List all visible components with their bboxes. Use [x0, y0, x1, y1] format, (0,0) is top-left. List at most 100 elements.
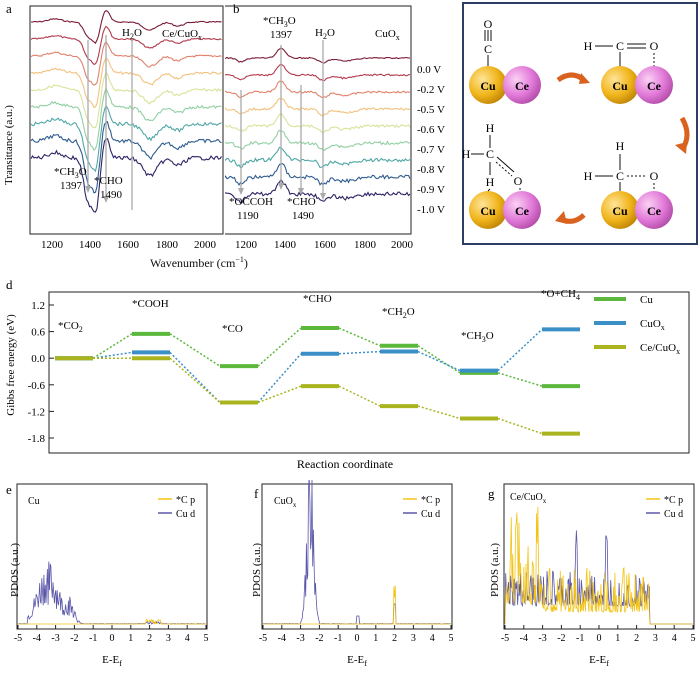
panel-g-xticks: -5 -4 -3 -2 -1 0 1 2 3 4 5	[501, 625, 696, 644]
panel-a: a Ce/CuOx Transittance (a.u.) *CH3O 1397…	[3, 1, 224, 251]
tick-label: -4	[33, 633, 41, 644]
energy-connector	[338, 350, 381, 355]
tick-label: 1	[373, 633, 378, 644]
tick-label: -5	[14, 633, 22, 644]
adsorbate-config-4: Cu Ce H C H H O	[462, 121, 541, 229]
spectrum-line	[30, 40, 222, 86]
tick-label: 1400	[79, 239, 102, 251]
tick-label: 4	[430, 633, 435, 644]
spectrum-line	[30, 25, 222, 66]
panel-a-ann-h2o: H2O	[122, 27, 142, 41]
panel-b-ann-1190: 1190	[237, 210, 259, 222]
gibbs-label-cooh: *COOH	[132, 298, 169, 310]
legend-entry: Cu	[640, 294, 653, 306]
svg-text:C: C	[486, 147, 494, 161]
svg-text:H: H	[584, 39, 593, 53]
legend-entry: Cu d	[421, 509, 440, 520]
panel-a-title: Ce/CuOx	[162, 28, 202, 42]
spectrum-line	[225, 112, 411, 133]
spectrum-line	[225, 163, 411, 186]
tick-label: -4	[278, 633, 286, 644]
tick-label: 0	[110, 633, 115, 644]
svg-text:Cu: Cu	[612, 79, 628, 93]
svg-text:H: H	[584, 169, 593, 183]
tick-label: 5	[204, 633, 209, 644]
potential-label: -0.7 V	[417, 144, 445, 156]
panel-a-ann-ch3o: *CH3O	[54, 166, 87, 180]
gibbs-label-co2: *CO2	[58, 320, 83, 334]
energy-connector	[257, 327, 302, 367]
spectrum-line	[30, 57, 222, 109]
tick-label: 2	[147, 633, 152, 644]
svg-text:Cu: Cu	[480, 204, 496, 218]
panel-b-ann-1490: 1490	[292, 210, 315, 222]
legend-entry: Ce/CuOx	[640, 342, 680, 356]
tick-label: -1	[576, 633, 584, 644]
tick-label: 4	[672, 633, 677, 644]
panel-b-title: CuOx	[375, 28, 400, 42]
spectrum-line	[30, 9, 222, 44]
spectrum-line	[225, 146, 411, 169]
gibbs-legend: Cu CuOx Ce/CuOx	[594, 294, 680, 356]
tick-label: 1600	[117, 239, 140, 251]
svg-text:Cu: Cu	[480, 79, 496, 93]
tick-label: 3	[411, 633, 416, 644]
spectrum-line	[30, 104, 222, 173]
panel-d-xlabel: Reaction coordinate	[297, 457, 393, 471]
spectrum-line	[225, 178, 411, 204]
tick-label: -2	[70, 633, 78, 644]
spectrum-line	[225, 63, 411, 82]
panel-d: d Gibbs free energy (eV) 1.2 0.6 0.0 -0.6 -1…	[5, 277, 690, 471]
tick-label: 1200	[235, 239, 258, 251]
legend-entry: CuOx	[640, 318, 665, 332]
panel-a-ann-1490: 1490	[100, 189, 123, 201]
panel-b-ann-ch3o: *CH3O	[263, 15, 296, 29]
panel-g-ylabel: PDOS (a.u.)	[489, 543, 501, 597]
pdos-cu-d-line	[17, 561, 206, 625]
tick-label: -5	[501, 633, 509, 644]
panel-f: f PDOS (a.u.) CuOx *C p Cu d -5 -4 -3 -2 -1 0…	[251, 480, 454, 668]
tick-label: 1.2	[31, 300, 45, 312]
pdos-e	[17, 561, 206, 625]
panel-ab-xlabel: Wavenumber (cm−1)	[150, 255, 248, 270]
adsorbate-config-3: Cu Ce C H H O	[584, 139, 673, 229]
tick-label: 4	[185, 633, 190, 644]
panel-f-xticks: -5 -4 -3 -2 -1 0 1 2 3 4 5	[259, 625, 454, 644]
panel-g-tag: Ce/CuOx	[510, 492, 547, 505]
energy-connector	[338, 385, 381, 407]
energy-connector	[338, 327, 381, 347]
tick-label: 0	[355, 633, 360, 644]
panel-b-ann-occoh: *OCCOH	[229, 196, 273, 208]
tick-label: 2000	[194, 239, 217, 251]
svg-text:C: C	[616, 169, 624, 183]
svg-text:H: H	[616, 139, 625, 153]
panel-letter-a: a	[6, 1, 12, 16]
energy-connector	[169, 333, 221, 367]
gibbs-label-och4: *O+CH4	[541, 288, 580, 302]
panel-e-xticks: -5 -4 -3 -2 -1 0 1 2 3 4 5	[14, 625, 209, 644]
spectrum-line	[30, 71, 222, 129]
energy-connector	[497, 372, 543, 387]
legend-entry: Cu d	[176, 509, 195, 520]
svg-text:O: O	[650, 169, 659, 183]
panel-e-xlabel: E-Ef	[102, 654, 122, 668]
tick-label: -1.8	[28, 433, 46, 445]
svg-text:H: H	[486, 175, 495, 189]
adsorbate-config-2: Cu Ce C H O	[584, 39, 673, 104]
panel-letter-e: e	[6, 482, 12, 497]
energy-connector	[92, 333, 133, 359]
panel-a-xticks: 1200 1400 1600 1800 2000	[41, 239, 217, 251]
panel-b-frame	[225, 5, 412, 235]
svg-text:Cu: Cu	[612, 204, 628, 218]
potential-label: -0.2 V	[417, 84, 445, 96]
gibbs-label-ch2o: *CH2O	[382, 306, 415, 320]
tick-label: -2	[315, 633, 323, 644]
panel-letter-f: f	[254, 486, 259, 501]
tick-label: 2000	[391, 239, 414, 251]
panel-a-spectra	[30, 9, 222, 213]
svg-text:Ce: Ce	[647, 79, 662, 93]
potential-label: -0.9 V	[417, 184, 445, 196]
potential-label: -1.0 V	[417, 204, 445, 216]
panel-a-ylabel: Transittance (a.u.)	[3, 105, 15, 185]
tick-label: -1.2	[28, 406, 45, 418]
